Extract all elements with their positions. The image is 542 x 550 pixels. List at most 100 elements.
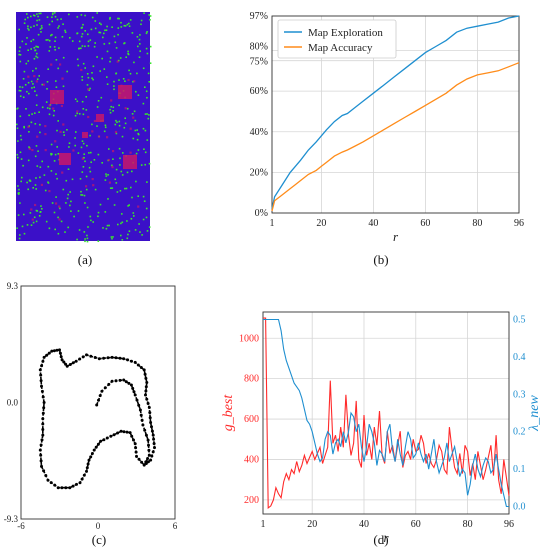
map-dot [74,137,76,139]
series-line [263,318,509,508]
map-dot [92,221,94,223]
map-dot [54,12,56,14]
map-dot [26,224,29,226]
trajectory-point [41,395,45,399]
trajectory-point [147,443,150,447]
map-dot [88,166,91,169]
map-dot [84,45,86,48]
trajectory-point [143,372,147,376]
map-dot [21,40,24,43]
map-blob [118,85,132,99]
trajectory-point [39,373,43,377]
map-dot [39,211,42,213]
map-dot [27,75,30,78]
map-dot [87,45,90,47]
trajectory-point [39,379,43,383]
map-dot [83,231,86,233]
map-dot [118,147,121,150]
map-dot [122,152,124,154]
map-dot [124,122,127,125]
map-blob [59,153,71,165]
map-dot [84,14,86,17]
y-right-tick-label: 0.4 [513,352,526,363]
trajectory-point [147,406,151,409]
map-dot [121,213,123,215]
trajectory-point [45,353,49,357]
map-dot [48,190,51,193]
trajectory-point [149,458,153,462]
y-tick-label: -9.3 [4,514,19,524]
map-dot [118,95,121,98]
map-dot [51,16,53,18]
map-dot [29,212,32,214]
map-dot [46,88,48,90]
map-dot [48,227,51,230]
map-dot [64,29,66,32]
map-dot [22,96,25,99]
trajectory-point [98,394,102,398]
map-dot [86,206,89,209]
map-dot [36,45,39,48]
trajectory-point [50,349,54,353]
map-dot [94,20,97,22]
y-right-tick-label: 0.5 [513,314,526,325]
map-dot [84,238,86,240]
map-dot [50,152,52,155]
map-dot [112,158,114,160]
map-dot [110,105,112,108]
map-dot [61,77,64,80]
map-dot [148,81,150,83]
map-dot [118,17,120,20]
map-dot [52,114,55,117]
map-dot [126,237,129,240]
map-dot [134,119,137,122]
map-dot [136,129,138,131]
trajectory-point [89,455,93,459]
trajectory-point [122,430,126,434]
panel-b-chart: 1 20 40 60 80 96 0% 20% 40% 60% 75% 80% 97% r Map Expl… [250,11,524,244]
trajectory-point [41,411,45,415]
map-dot [146,113,148,115]
map-dot [29,180,32,182]
map-dot [86,234,88,237]
map-dot [81,76,83,78]
map-dot [76,58,79,61]
map-dot [96,106,99,108]
map-dot [45,101,48,103]
map-dot [28,146,30,148]
map-dot [58,205,61,208]
map-dot [57,216,59,219]
map-dot [87,40,90,43]
map-dot [18,50,21,52]
map-dot [97,240,100,242]
map-dot [27,27,29,30]
map-dot [48,113,51,116]
trajectory-point [124,380,128,384]
trajectory-point [49,481,53,485]
map-dot [149,45,152,48]
map-dot [44,189,47,192]
map-dot [128,25,131,27]
map-dot [35,94,38,97]
map-dot [53,160,56,162]
trajectory-point [116,431,120,435]
trajectory-point [46,478,50,482]
map-dot [28,114,30,117]
map-dot [80,14,83,16]
trajectory-point [90,452,94,455]
map-dot [22,78,25,80]
map-dot [110,236,113,238]
map-dot [38,215,41,217]
trajectory-point [94,445,98,449]
map-dot [112,150,115,153]
map-dot [136,36,139,38]
map-dot [93,119,96,123]
trajectory-point [139,413,143,417]
map-dot [114,123,117,126]
panel-c-trajectory: -6 0 6 9.3 0.0 -9.3 [4,281,178,531]
map-dot [38,12,40,15]
trajectory-point [64,362,68,366]
map-dot [33,14,36,17]
trajectory-point [39,459,43,463]
map-dot [62,23,64,25]
